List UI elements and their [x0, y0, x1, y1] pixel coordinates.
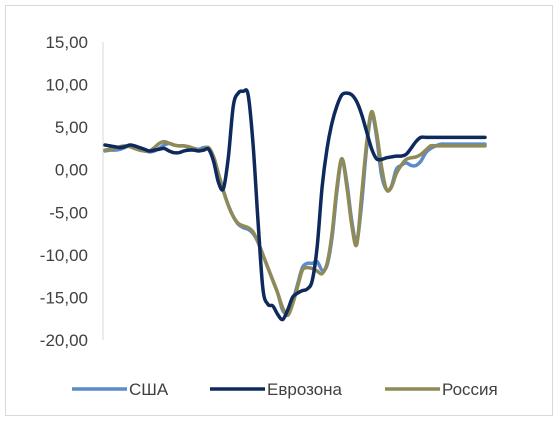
legend-label-usa: США	[129, 380, 169, 399]
legend-label-russia: Россия	[442, 380, 498, 399]
series-line-russia	[103, 109, 487, 318]
y-tick-label: -10,00	[40, 246, 88, 265]
y-tick-label: 15,00	[45, 33, 88, 52]
y-tick-label: 10,00	[45, 76, 88, 95]
y-tick-label: -15,00	[40, 288, 88, 307]
series-lines	[103, 88, 487, 322]
y-tick-label: 5,00	[55, 118, 88, 137]
legend-label-eurozone: Еврозона	[267, 380, 343, 399]
y-tick-label: 0,00	[55, 161, 88, 180]
y-tick-label: -5,00	[49, 203, 88, 222]
chart-area	[5, 5, 553, 416]
series-line-usa	[103, 112, 487, 316]
y-tick-label: -20,00	[40, 331, 88, 350]
legend: США Еврозона Россия	[72, 380, 498, 399]
series-line-eurozone	[103, 88, 487, 322]
y-axis: 15,00 10,00 5,00 0,00 -5,00 -10,00 -15,00 -20,0…	[40, 33, 88, 350]
